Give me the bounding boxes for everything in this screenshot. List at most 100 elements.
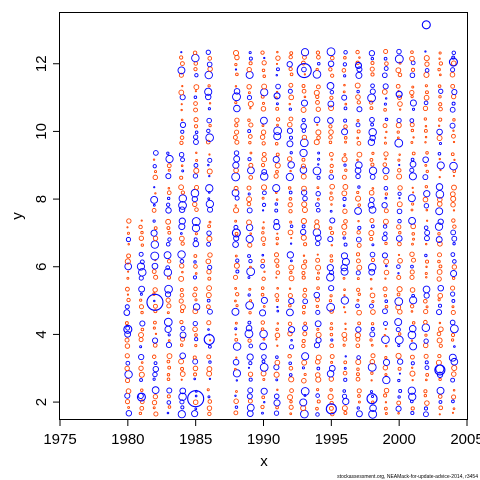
- residual-point: [368, 166, 378, 175]
- residual-point: [328, 226, 333, 230]
- residual-point: [382, 224, 388, 229]
- residual-point: [275, 169, 279, 174]
- residual-point: [369, 117, 375, 123]
- y-tick-label: 12: [33, 55, 50, 72]
- residual-point: [450, 269, 458, 277]
- residual-point: [205, 258, 212, 265]
- residual-point: [356, 89, 360, 94]
- residual-point: [275, 62, 279, 66]
- residual-point: [396, 136, 400, 140]
- residual-point: [193, 124, 199, 129]
- residual-point: [315, 207, 321, 213]
- residual-point: [371, 394, 375, 398]
- residual-point: [179, 140, 184, 146]
- residual-point: [313, 139, 320, 146]
- residual-point: [330, 360, 334, 364]
- residual-point: [192, 201, 198, 207]
- residual-point: [422, 105, 429, 111]
- residual-point: [289, 220, 293, 224]
- residual-point: [166, 202, 171, 207]
- residual-point: [395, 327, 401, 333]
- residual-point: [435, 236, 443, 244]
- residual-point: [411, 232, 415, 236]
- residual-point: [357, 321, 362, 326]
- residual-point: [449, 106, 456, 113]
- residual-point: [369, 390, 374, 394]
- residual-point: [180, 405, 185, 410]
- residual-point: [232, 369, 242, 378]
- residual-point: [398, 231, 402, 235]
- residual-point: [247, 192, 251, 196]
- residual-point: [300, 387, 310, 396]
- residual-point: [343, 242, 348, 247]
- residual-point: [125, 410, 133, 417]
- residual-point: [247, 293, 251, 297]
- residual-point: [411, 293, 416, 298]
- residual-point: [300, 173, 307, 180]
- residual-point: [344, 328, 347, 331]
- residual-point: [437, 284, 444, 292]
- residual-point: [260, 327, 265, 331]
- residual-point: [383, 108, 387, 112]
- residual-point: [451, 305, 455, 309]
- residual-point: [436, 269, 443, 275]
- residual-point: [409, 370, 416, 377]
- residual-point: [194, 232, 198, 236]
- residual-point: [438, 343, 443, 348]
- residual-point: [409, 118, 415, 123]
- residual-point: [260, 172, 269, 181]
- residual-point: [342, 397, 350, 406]
- residual-point: [300, 99, 308, 107]
- residual-point: [356, 136, 360, 140]
- residual-point: [150, 229, 158, 237]
- residual-point: [234, 101, 238, 105]
- residual-point: [247, 254, 251, 258]
- residual-point: [206, 366, 213, 372]
- residual-point: [124, 365, 130, 372]
- residual-point: [206, 388, 210, 392]
- residual-point: [397, 72, 403, 78]
- residual-point: [342, 208, 348, 214]
- residual-point: [286, 140, 294, 148]
- residual-point: [138, 285, 146, 293]
- residual-point: [207, 395, 211, 399]
- residual-point: [385, 264, 388, 268]
- residual-point: [234, 254, 238, 258]
- residual-point: [260, 320, 265, 325]
- residual-point: [234, 231, 239, 236]
- residual-point: [384, 157, 387, 161]
- residual-point: [248, 287, 252, 291]
- residual-point: [341, 128, 349, 136]
- residual-point: [329, 326, 334, 331]
- residual-point: [192, 358, 199, 365]
- residual-point: [275, 298, 280, 302]
- residual-point: [437, 241, 443, 247]
- residual-point: [356, 277, 360, 281]
- residual-point: [179, 287, 184, 292]
- residual-point: [438, 106, 443, 112]
- residual-point: [138, 353, 145, 361]
- residual-point: [247, 242, 253, 248]
- residual-point: [261, 209, 265, 212]
- residual-point: [193, 84, 200, 90]
- residual-point: [424, 68, 430, 73]
- residual-point: [330, 322, 333, 325]
- residual-point: [396, 117, 402, 124]
- residual-point: [276, 123, 279, 127]
- residual-point: [302, 331, 308, 337]
- residual-point: [153, 299, 156, 303]
- residual-point: [206, 128, 211, 134]
- residual-point: [288, 94, 295, 101]
- residual-point: [356, 298, 360, 302]
- residual-point: [288, 376, 295, 383]
- residual-point: [262, 305, 266, 308]
- residual-point: [191, 195, 198, 203]
- residual-point: [397, 101, 403, 107]
- residual-point: [451, 264, 457, 270]
- residual-point: [299, 166, 308, 174]
- residual-point: [410, 157, 415, 162]
- residual-point: [140, 243, 144, 247]
- residual-point: [451, 276, 456, 280]
- residual-point: [273, 393, 280, 400]
- residual-point: [327, 117, 334, 124]
